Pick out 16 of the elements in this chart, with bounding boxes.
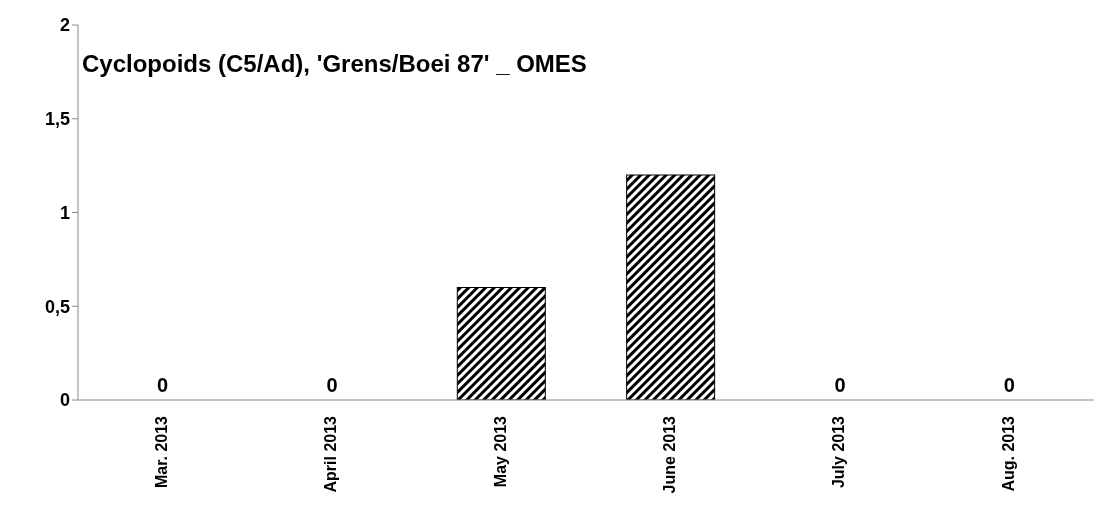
- data-label: 0: [1003, 374, 1015, 396]
- y-tick-label: 1,5: [44, 109, 70, 130]
- y-tick-label: 1: [59, 202, 70, 223]
- y-tick-label: 2: [59, 15, 70, 36]
- data-label: 0: [326, 374, 338, 396]
- text: Cyclopoids (C5/Ad), 'Grens/Boei 87' _ OMES: [82, 50, 587, 78]
- x-tick-label: April 2013: [322, 415, 340, 493]
- x-tick-label: Mar. 2013: [152, 415, 170, 489]
- x-tick-label: July 2013: [830, 415, 848, 489]
- data-label: 0: [157, 374, 169, 396]
- x-tick-label: June 2013: [660, 415, 678, 494]
- y-tick-label: 0,5: [44, 296, 70, 317]
- data-label: 0: [834, 374, 846, 396]
- x-tick-label: Aug. 2013: [999, 415, 1017, 492]
- y-tick-label: 0: [59, 390, 70, 411]
- x-tick-label: May 2013: [491, 415, 509, 488]
